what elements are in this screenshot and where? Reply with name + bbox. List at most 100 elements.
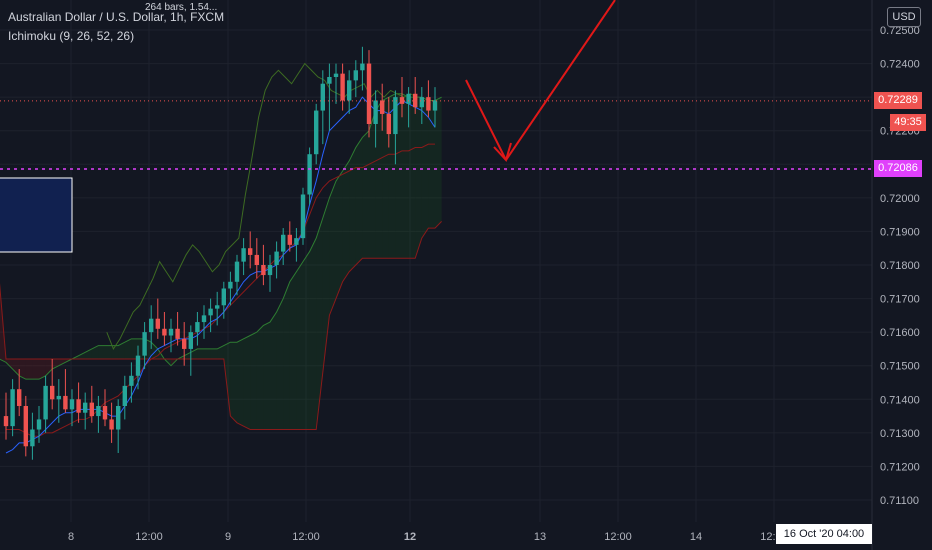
candle-body xyxy=(201,315,207,323)
cloud-segment xyxy=(91,345,99,359)
candle-body xyxy=(162,328,167,336)
candle-body xyxy=(234,261,240,282)
candle-body xyxy=(307,154,312,195)
cloud-segment xyxy=(230,342,237,423)
candle-body xyxy=(215,305,220,309)
forecast-arrow[interactable] xyxy=(465,0,616,162)
candle-body xyxy=(254,254,259,265)
cloud-segment xyxy=(19,359,26,380)
cloud-segment xyxy=(25,359,33,380)
candle-body xyxy=(267,265,273,276)
candle-body xyxy=(221,288,226,306)
chart-title: Australian Dollar / U.S. Dollar, 1h, FXC… xyxy=(8,10,225,24)
cloud-segment xyxy=(6,359,13,370)
candle-body xyxy=(129,375,134,386)
cloud-segment xyxy=(118,342,125,359)
candle-body xyxy=(353,70,358,81)
horizontal-levels xyxy=(0,100,872,170)
candle-body xyxy=(380,100,385,114)
candle-body xyxy=(182,338,187,349)
candle-body xyxy=(419,97,424,108)
current-price-badge: 0.72289 xyxy=(874,92,922,109)
cloud-segment xyxy=(375,100,383,259)
candle-body xyxy=(373,100,378,124)
crosshair-date-label: 16 Oct '20 04:00 xyxy=(776,524,872,544)
candle-body xyxy=(195,322,200,333)
cloud-segment xyxy=(98,345,105,359)
cloud-segment xyxy=(289,271,297,430)
cloud-segment xyxy=(250,332,257,430)
price-tick-label: 0.71300 xyxy=(880,428,920,440)
candle-body xyxy=(333,73,339,77)
candle-body xyxy=(116,406,121,430)
time-tick-label: 12:00 xyxy=(135,531,163,543)
price-tick-label: 0.71600 xyxy=(880,327,920,339)
time-tick-label: 14 xyxy=(690,531,702,543)
candle-body xyxy=(294,238,299,245)
cloud-segment xyxy=(263,322,270,430)
candle-body xyxy=(261,265,266,276)
cloud-segment xyxy=(243,335,251,430)
cloud-segment xyxy=(184,352,191,359)
cloud-segment xyxy=(421,97,429,239)
cloud-segment xyxy=(124,338,132,359)
currency-button[interactable]: USD xyxy=(887,7,921,27)
price-tick-label: 0.72400 xyxy=(880,59,920,71)
candle-body xyxy=(69,399,75,410)
cloud-segment xyxy=(276,298,284,430)
candle-body xyxy=(281,234,286,252)
cloud-segment xyxy=(388,93,396,259)
forecast-arrow-up-leg xyxy=(505,0,616,161)
cloud-segment xyxy=(12,359,20,376)
candle-body xyxy=(188,332,193,349)
cloud-segment xyxy=(362,130,369,259)
candle-body xyxy=(3,416,9,427)
cloud-segment xyxy=(237,338,244,427)
price-tick-label: 0.72500 xyxy=(880,25,920,37)
time-axis: 8 12:00 9 12:00 12 13 12:00 14 12:00 xyxy=(68,531,788,543)
cloud-segment xyxy=(329,181,336,316)
ichimoku-cloud xyxy=(0,93,442,430)
cloud-segment xyxy=(39,359,46,380)
candle-body xyxy=(10,389,15,427)
candle-body xyxy=(83,402,88,413)
leading-span-b xyxy=(0,221,442,430)
candle-body xyxy=(96,406,101,417)
cloud-segment xyxy=(309,238,317,430)
cloud-segment xyxy=(428,100,435,229)
cloud-segment xyxy=(355,137,363,265)
candle-body xyxy=(340,73,345,101)
cloud-segment xyxy=(210,348,218,359)
candles xyxy=(3,46,438,460)
grid xyxy=(0,0,872,522)
candle-body xyxy=(399,97,405,104)
candle-body xyxy=(432,100,438,111)
drawing-rectangle[interactable] xyxy=(0,177,73,253)
cloud-segment xyxy=(270,312,277,430)
candle-body xyxy=(314,110,319,155)
candle-body xyxy=(347,80,352,101)
candle-body xyxy=(36,419,42,430)
cloud-segment xyxy=(197,348,204,359)
candle-body xyxy=(360,63,365,71)
candle-body xyxy=(366,63,372,124)
cloud-segment xyxy=(45,359,53,376)
cloud-segment xyxy=(105,345,112,359)
indicator-legend[interactable]: Ichimoku (9, 26, 52, 26) xyxy=(8,29,135,43)
cloud-segment xyxy=(369,110,376,259)
candle-body xyxy=(241,248,246,262)
cloud-segment xyxy=(85,348,92,359)
cloud-segment xyxy=(32,359,39,380)
candle-body xyxy=(287,234,292,245)
forecast-arrowhead xyxy=(493,142,512,162)
price-tick-label: 0.71700 xyxy=(880,294,920,306)
candle-body xyxy=(30,429,35,447)
time-tick-label: 8 xyxy=(68,531,74,543)
cloud-segment xyxy=(58,359,66,366)
price-tick-label: 0.71900 xyxy=(880,226,920,238)
price-tick-label: 0.71200 xyxy=(880,461,920,473)
cloud-segment xyxy=(151,342,158,359)
time-tick-label: 9 xyxy=(225,531,231,543)
candle-body xyxy=(168,328,174,336)
